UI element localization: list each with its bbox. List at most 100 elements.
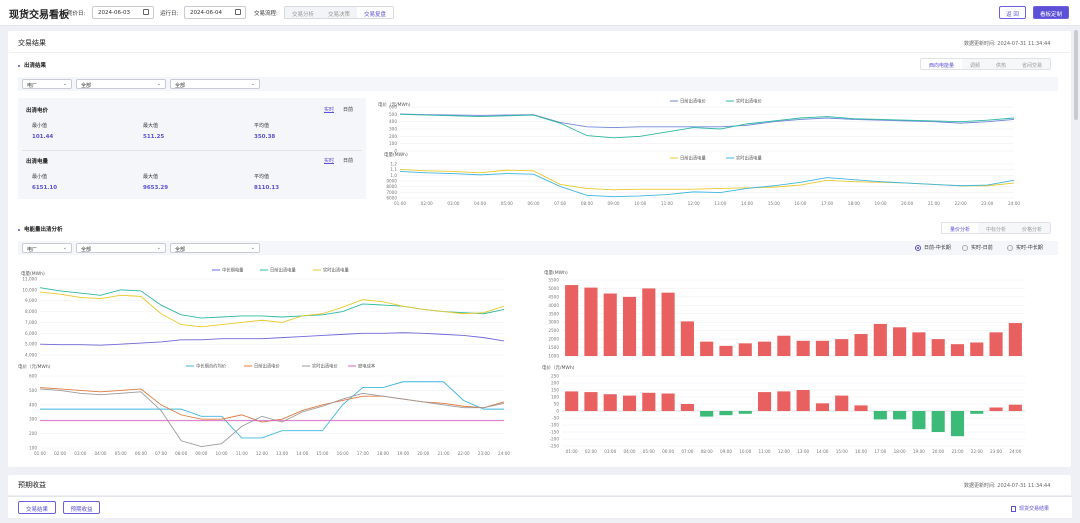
radio-realtime-dayahead[interactable]: 实时-日前 [962, 244, 993, 251]
bar [970, 411, 984, 414]
clearing-tabs: 西向电能量 调频 供热 省间交易 [920, 58, 1052, 70]
unit-select[interactable]: 全部 ⌄ [76, 79, 166, 89]
tab-price-analysis[interactable]: 价格分析 [1014, 223, 1051, 233]
legend-label: 日前出清电价 [680, 98, 706, 105]
bar [603, 293, 617, 356]
x-tick-label: 11:00 [236, 451, 248, 456]
y-tick-label: 300 [29, 417, 37, 422]
x-tick-label: 21:00 [928, 201, 940, 206]
trade-result-nav-button[interactable]: 交易结果 [18, 501, 56, 514]
bar [758, 392, 772, 411]
run-day-input[interactable]: 2024-06-04 [184, 6, 246, 19]
x-tick-label: 02:00 [585, 449, 597, 454]
y-tick-label: 5500 [548, 278, 559, 283]
x-tick-label: 24:00 [1008, 201, 1020, 206]
y-axis-label: 电量(MWh) [21, 270, 45, 277]
y-tick-label: 1,0 [390, 173, 397, 178]
y-tick-label: 4,000 [25, 353, 37, 358]
bar [565, 285, 579, 356]
volume-box-title: 出清电量 [26, 159, 49, 165]
y-tick-label: 0 [394, 149, 397, 154]
price-realtime-link[interactable]: 实时 [324, 107, 335, 113]
price-avg-value: 350.38 [254, 134, 276, 140]
x-tick-label: 16:00 [337, 451, 349, 456]
tab-decision[interactable]: 交易决策 [321, 7, 358, 18]
type-select[interactable]: 全部 ⌄ [170, 79, 260, 89]
forecast-nav-button[interactable]: 预期收益 [63, 501, 100, 514]
x-tick-label: 04:00 [474, 201, 486, 206]
custom-board-button[interactable]: 看板定制 [1033, 6, 1069, 19]
tab-interprovincial[interactable]: 省间交易 [1014, 59, 1051, 69]
tab-volume-price[interactable]: 量价分析 [942, 223, 979, 233]
radio-realtime-mid[interactable]: 实时-中长期 [1007, 244, 1043, 251]
x-tick-label: 06:00 [527, 201, 539, 206]
bar [854, 405, 868, 411]
forecast-panel [8, 475, 1071, 495]
bar [622, 296, 637, 356]
scrollbar[interactable] [1074, 30, 1078, 120]
x-tick-label: 24:00 [1009, 449, 1021, 454]
volume-realtime-link[interactable]: 实时 [324, 158, 335, 164]
bid-day-input[interactable]: 2024-06-03 [92, 6, 154, 19]
tab-regulation[interactable]: 调频 [962, 59, 989, 69]
type-select[interactable]: 全部 ⌄ [170, 243, 260, 253]
x-tick-label: 22:00 [458, 451, 470, 456]
bid-day-label: 竞价日: [67, 11, 86, 17]
back-button[interactable]: 返 回 [999, 6, 1026, 19]
y-tick-label: 600 [389, 105, 397, 110]
divider [10, 52, 1070, 53]
y-tick-label: 500 [389, 112, 397, 117]
bar [565, 391, 579, 411]
price-max-value: 511.25 [143, 134, 165, 140]
run-day-value: 2024-06-04 [190, 10, 222, 16]
tab-bid-analysis[interactable]: 中标分析 [978, 223, 1015, 233]
radio-icon [962, 244, 968, 251]
series-line [40, 381, 504, 439]
radio-dayahead-mid[interactable]: 日前-中长期 [915, 244, 951, 251]
y-tick-label: 400 [389, 119, 397, 124]
unit-select[interactable]: 全部 ⌄ [76, 243, 166, 253]
tab-west-energy[interactable]: 西向电能量 [921, 59, 963, 69]
volume-max-label: 最大值 [143, 174, 159, 180]
x-tick-label: 14:00 [296, 451, 308, 456]
chevron-down-icon: ⌄ [250, 245, 255, 251]
x-tick-label: 04:00 [623, 449, 635, 454]
x-tick-label: 21:00 [951, 449, 963, 454]
bar [854, 334, 868, 356]
bar [989, 332, 1003, 356]
volume-min-label: 最小值 [32, 174, 48, 180]
y-tick-label: 1500 [548, 345, 559, 350]
x-tick-label: 09:00 [720, 449, 732, 454]
plant-select[interactable]: 电厂 ⌄ [22, 79, 72, 89]
x-tick-label: 02:00 [421, 201, 433, 206]
y-tick-label: 3500 [548, 311, 559, 316]
volume-dayahead-link[interactable]: 日前 [343, 158, 354, 164]
dist-title: 电能量出清分析 [18, 225, 63, 233]
spot-result-link[interactable]: 现货交易结果 [1011, 505, 1049, 512]
y-tick-label: 6000 [386, 196, 397, 201]
price-avg-label: 平均值 [254, 123, 270, 129]
bar [893, 327, 907, 356]
series-line [399, 113, 1015, 128]
x-tick-label: 18:00 [377, 451, 389, 456]
tab-analysis[interactable]: 交易分析 [285, 7, 322, 18]
x-tick-label: 09:00 [608, 201, 620, 206]
plant-select[interactable]: 电厂 ⌄ [22, 243, 72, 253]
tab-heating[interactable]: 供热 [988, 59, 1015, 69]
price-dayahead-link[interactable]: 日前 [343, 107, 354, 113]
x-tick-label: 10:00 [216, 451, 228, 456]
x-tick-label: 23:00 [981, 201, 993, 206]
y-tick-label: 200 [551, 381, 559, 386]
y-tick-label: 9000 [386, 179, 397, 184]
price-min-value: 101.44 [32, 134, 54, 140]
y-tick-label: 5000 [548, 286, 559, 291]
legend-label: 日前出清电价 [254, 363, 280, 370]
bar [989, 407, 1003, 411]
tab-review[interactable]: 交易复盘 [357, 7, 394, 18]
x-tick-label: 24:00 [498, 451, 510, 456]
y-tick-label: -50 [552, 416, 559, 421]
bar [758, 341, 772, 356]
y-tick-label: 1,1 [390, 167, 397, 172]
series-line [39, 287, 505, 319]
bar [680, 321, 694, 356]
